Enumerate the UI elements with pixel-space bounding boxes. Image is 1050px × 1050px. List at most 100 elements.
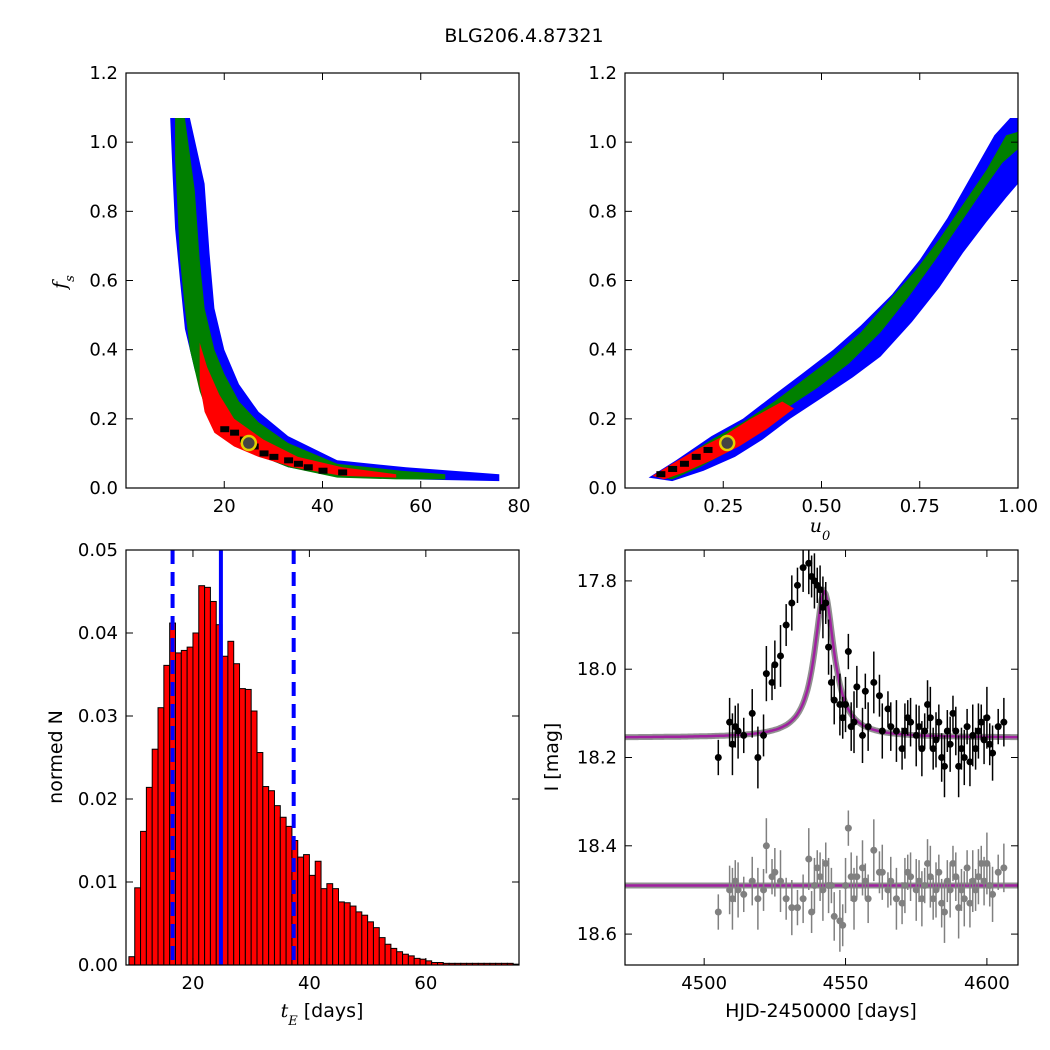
histogram-bar	[349, 905, 357, 965]
data-point	[952, 727, 960, 735]
data-point	[912, 731, 920, 739]
histogram-bar	[396, 951, 404, 965]
data-point	[842, 701, 850, 709]
data-point	[989, 749, 997, 757]
residual-point	[892, 895, 900, 903]
histogram-bar	[186, 646, 194, 965]
data-point	[771, 661, 779, 669]
best-cell	[230, 429, 240, 436]
residual-point	[960, 895, 968, 903]
residual-point	[864, 895, 872, 903]
histogram-bar	[297, 856, 305, 965]
data-point	[762, 670, 770, 678]
residual-point	[935, 868, 943, 876]
best-cell	[703, 446, 713, 453]
residual-point	[788, 904, 796, 912]
y-tick-label: 18.6	[577, 924, 617, 945]
y-tick-label: 1.2	[89, 63, 118, 84]
residual-point	[748, 877, 756, 885]
x-tick-label: 60	[414, 973, 437, 994]
residual-point	[731, 877, 739, 885]
data-point	[777, 652, 785, 660]
y-tick-label: 0.05	[78, 540, 118, 561]
x-axis-label: tE [days]	[281, 1000, 364, 1029]
y-tick-label: 0.6	[89, 271, 118, 292]
panel-tE-histogram: 20 40 60 0.00 0.01 0.02 0.03 0.04 0.05 normed N tE…	[45, 540, 520, 1029]
y-axis-label: fs	[49, 275, 78, 291]
residual-point	[949, 859, 957, 867]
residual-point	[777, 877, 785, 885]
histogram-bar	[180, 649, 188, 965]
histogram-bar	[273, 805, 281, 965]
residual-point	[943, 877, 951, 885]
data-point	[760, 731, 768, 739]
panel-fs-vs-tE: 20 40 60 80 0.0 0.2 0.4 0.6 0.8 1.0 1.2 fs	[49, 63, 530, 517]
residual-point	[884, 886, 892, 894]
residual-point	[980, 877, 988, 885]
histogram-bar	[285, 825, 293, 965]
histogram-bar	[239, 688, 246, 965]
best-cell	[293, 460, 303, 467]
data-point	[782, 621, 790, 629]
residual-point	[926, 873, 934, 881]
y-tick-label: 17.8	[577, 571, 617, 592]
residual-point	[861, 877, 869, 885]
data-point	[748, 709, 756, 717]
data-point	[839, 714, 847, 722]
histogram-bar	[145, 786, 153, 965]
histogram-bar	[268, 790, 275, 965]
best-cell	[303, 464, 313, 471]
best-cell	[269, 453, 279, 460]
histogram-bar	[151, 748, 159, 965]
data-point	[986, 740, 994, 748]
data-point	[740, 731, 748, 739]
best-cell	[318, 467, 328, 474]
histogram-bar	[361, 914, 369, 965]
residual-point	[966, 899, 974, 907]
best-cell	[338, 469, 348, 476]
region-3sigma	[648, 118, 1018, 482]
residual-point	[918, 895, 926, 903]
x-tick-label: 20	[182, 973, 205, 994]
data-point	[957, 745, 965, 753]
x-tick-label: 0.50	[801, 496, 841, 517]
data-point	[946, 740, 954, 748]
data-point	[728, 740, 736, 748]
histogram-bar	[338, 901, 345, 965]
residual-point	[907, 873, 915, 881]
y-tick-label: 0.0	[588, 478, 617, 499]
residual-point	[870, 846, 878, 854]
data-point	[963, 723, 971, 731]
residual-point	[830, 912, 838, 920]
histogram-bar	[209, 600, 217, 965]
axes-frame	[125, 549, 520, 966]
residual-point	[898, 899, 906, 907]
x-axis-label: HJD-2450000 [days]	[725, 1000, 917, 1022]
residual-point	[839, 921, 847, 929]
histogram-bar	[332, 888, 340, 965]
data-point	[788, 599, 796, 607]
data-point	[980, 736, 988, 744]
histogram-bar	[233, 663, 241, 965]
residual-point	[955, 904, 963, 912]
best-fit-marker	[718, 434, 736, 452]
histogram-bar	[378, 937, 386, 965]
histogram-bar	[343, 902, 351, 965]
histogram-bar	[425, 960, 433, 965]
residual-point	[850, 895, 858, 903]
residual-point	[805, 855, 813, 863]
x-tick-label: 40	[298, 973, 321, 994]
residual-point	[853, 873, 861, 881]
residual-point	[924, 859, 932, 867]
residual-point	[822, 859, 830, 867]
y-tick-label: 1.2	[588, 63, 617, 84]
data-point	[754, 754, 762, 761]
y-tick-label: 0.02	[78, 789, 118, 810]
plot-area	[128, 550, 519, 965]
y-tick-label: 0.2	[89, 409, 118, 430]
histogram-bar	[303, 854, 310, 965]
x-tick-label: 20	[213, 496, 236, 517]
data-point	[960, 754, 968, 761]
residual-point	[878, 868, 886, 876]
histogram-bar	[419, 958, 427, 965]
